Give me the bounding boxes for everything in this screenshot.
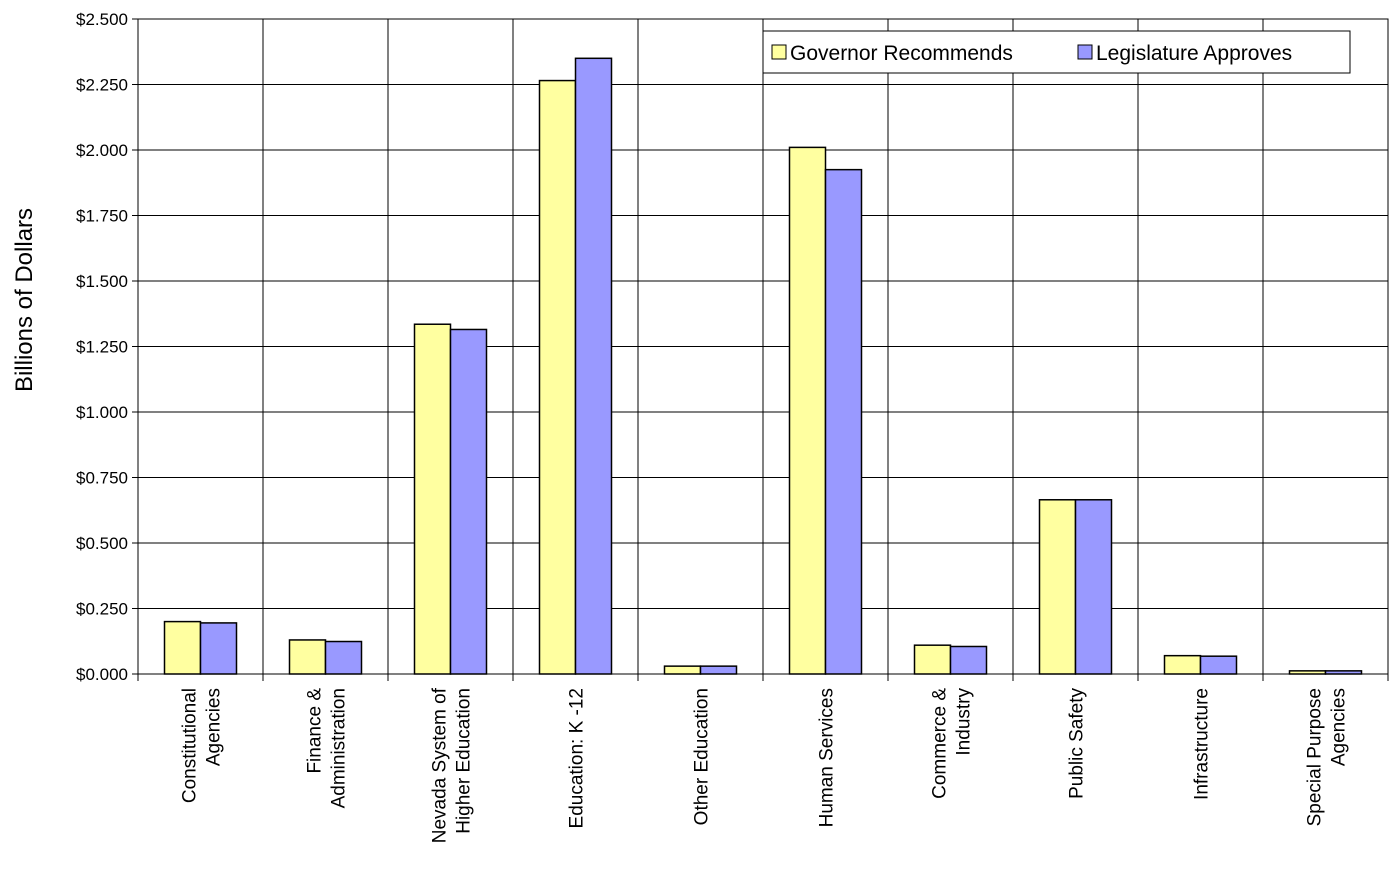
x-tick-label: Human Services	[817, 688, 838, 827]
y-axis-label: Billions of Dollars	[11, 208, 38, 392]
bar-governor-4	[663, 665, 702, 675]
x-tick-label: Special Purpose Agencies	[1305, 688, 1350, 826]
legend-swatch	[1077, 44, 1093, 60]
y-tick-label: $0.250	[76, 600, 128, 619]
bar-legislature-8	[1199, 655, 1238, 675]
legend-swatch	[771, 44, 787, 60]
legend: Governor Recommends Legislature Approves	[762, 30, 1351, 74]
x-tick-label-line: Higher Education	[454, 688, 475, 834]
x-tick-label-line: Nevada System of	[430, 687, 451, 843]
bar-governor-0	[163, 620, 202, 675]
bar-legislature-3	[574, 57, 613, 675]
bar-legislature-2	[449, 328, 488, 675]
y-tick-label: $0.500	[76, 534, 128, 553]
x-tick-label: Finance & Administration	[305, 688, 350, 809]
y-axis: $0.000 $0.250 $0.500 $0.750 $1.000 $1.250 $1.5…	[76, 10, 138, 684]
x-tick-label: Infrastructure	[1192, 688, 1213, 800]
bar-governor-1	[288, 639, 327, 675]
y-tick-label: $0.750	[76, 469, 128, 488]
x-tick-label: Public Safety	[1067, 688, 1088, 799]
bars	[163, 57, 1363, 675]
x-tick-label: Commerce & Industry	[930, 688, 975, 799]
x-tick-label-line: Administration	[329, 688, 350, 808]
bar-legislature-7	[1074, 499, 1113, 675]
x-tick-label-line: Other Education	[692, 688, 713, 825]
x-tick-label-line: Special Purpose	[1305, 688, 1326, 826]
x-tick-label-line: Industry	[954, 688, 975, 756]
bar-governor-2	[413, 323, 452, 675]
x-tick-label-line: Human Services	[817, 688, 838, 827]
y-tick-label: $2.500	[76, 10, 128, 29]
y-tick-label: $1.500	[76, 272, 128, 291]
bar-legislature-4	[699, 665, 738, 675]
legend-label: Governor Recommends	[790, 42, 1013, 65]
x-axis: Constitutional Agencies Finance & Administr…	[137, 674, 1389, 843]
bar-governor-3	[538, 79, 577, 675]
y-tick-label: $1.750	[76, 207, 128, 226]
bar-legislature-0	[199, 622, 238, 675]
x-tick-label-line: Agencies	[1329, 688, 1350, 766]
bar-legislature-1	[324, 640, 363, 675]
x-tick-label-line: Constitutional	[180, 688, 201, 803]
bar-legislature-5	[824, 168, 863, 675]
x-tick-label-line: Agencies	[204, 688, 225, 766]
bar-governor-7	[1038, 499, 1077, 675]
legend-box	[762, 30, 1351, 74]
x-tick-label-line: Commerce &	[930, 688, 951, 799]
y-tick-label: $1.250	[76, 338, 128, 357]
x-tick-label-line: Infrastructure	[1192, 688, 1213, 800]
x-tick-label: Education: K -12	[567, 688, 588, 828]
y-tick-label: $0.000	[76, 665, 128, 684]
x-tick-label: Other Education	[692, 688, 713, 825]
bar-governor-6	[913, 644, 952, 675]
y-tick-label: $2.000	[76, 141, 128, 160]
bar-governor-5	[788, 146, 827, 675]
x-tick-label-line: Public Safety	[1067, 688, 1088, 799]
x-tick-label: Nevada System of Higher Education	[430, 687, 475, 843]
x-tick-label-line: Education: K -12	[567, 688, 588, 828]
y-tick-label: $1.000	[76, 403, 128, 422]
bar-governor-8	[1163, 654, 1202, 675]
x-tick-label: Constitutional Agencies	[180, 688, 225, 803]
y-tick-label: $2.250	[76, 76, 128, 95]
x-tick-label-line: Finance &	[305, 688, 326, 774]
legend-label: Legislature Approves	[1096, 42, 1292, 65]
bar-legislature-6	[949, 645, 988, 675]
